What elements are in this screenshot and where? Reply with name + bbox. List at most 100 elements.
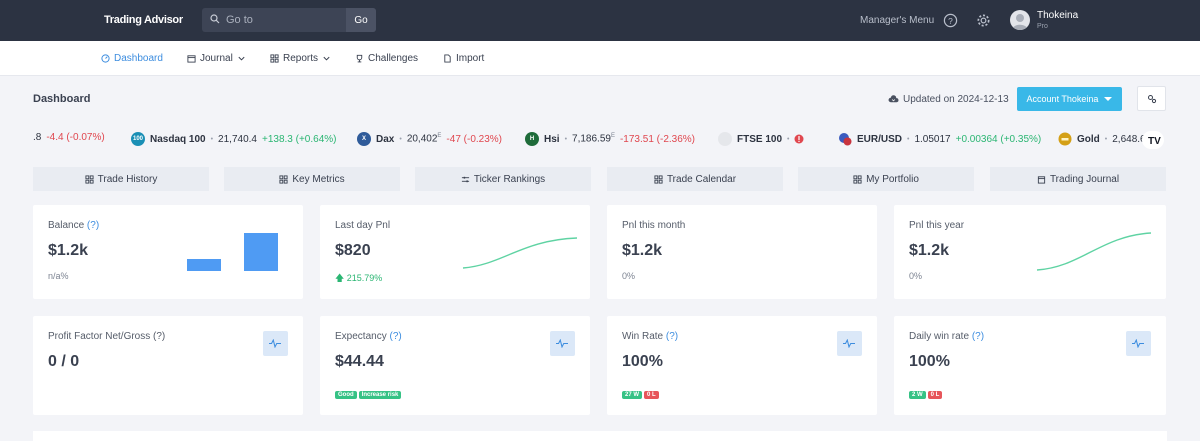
svg-text:?: ? xyxy=(948,16,953,26)
tradingview-logo-icon[interactable]: TV xyxy=(1142,131,1164,149)
wins-badge: 2 W xyxy=(909,391,926,399)
ticker-separator: • xyxy=(1104,135,1108,143)
nav-challenges-label: Challenges xyxy=(368,53,419,64)
hsi-logo-icon: H xyxy=(525,132,539,146)
card-label: Last day Pnl xyxy=(335,220,391,231)
gold-logo-icon xyxy=(1058,132,1072,146)
search-icon xyxy=(210,14,220,24)
ticker-item[interactable]: H Hsi • 7,186.59E -173.51 (-2.36%) xyxy=(525,132,695,146)
account-dropdown-button[interactable]: Account Thokeina xyxy=(1017,87,1122,111)
chart-toggle-button[interactable] xyxy=(550,331,575,356)
alert-icon xyxy=(794,134,804,144)
calendar-icon xyxy=(1037,175,1046,184)
nav-import[interactable]: Import xyxy=(443,53,484,64)
settings-toggle-button[interactable] xyxy=(1137,86,1166,111)
status-badge: Good xyxy=(335,391,357,399)
pnl-year-sparkline xyxy=(1036,232,1152,271)
ticker-price: 2,648.6 xyxy=(1112,133,1146,145)
card-label: Pnl this month xyxy=(622,220,686,231)
ticker-item[interactable]: X Dax • 20,402E -47 (-0.23%) xyxy=(357,132,502,146)
grid-icon xyxy=(279,174,288,184)
search-input[interactable] xyxy=(226,12,336,28)
badge-group: 27 W 0 L xyxy=(622,391,659,399)
ticker-separator: • xyxy=(210,135,214,143)
tab-trading-journal[interactable]: Trading Journal xyxy=(990,167,1166,191)
updated-text: Updated on 2024-12-13 xyxy=(903,94,1009,105)
card-label: Profit Factor Net/Gross (?) xyxy=(48,331,166,342)
ticker-item[interactable]: 100 Nasdaq 100 • 21,740.4 +138.3 (+0.64%… xyxy=(131,132,336,146)
ticker-item[interactable]: EUR/USD • 1.05017 +0.00364 (+0.35%) xyxy=(838,132,1041,146)
nav-dashboard[interactable]: Dashboard xyxy=(101,53,163,64)
nav-journal[interactable]: Journal xyxy=(187,53,246,64)
win-rate-card: Win Rate (?) 100% 27 W 0 L xyxy=(607,316,877,415)
account-button-label: Account Thokeina xyxy=(1026,94,1099,104)
card-value: $1.2k xyxy=(909,242,950,259)
ticker-separator: • xyxy=(787,135,790,143)
managers-menu-link[interactable]: Manager's Menu xyxy=(860,15,935,26)
user-name[interactable]: Thokeina xyxy=(1037,10,1079,21)
brand-logo[interactable]: Trading Advisor xyxy=(104,14,183,26)
updated-status: Updated on 2024-12-13 xyxy=(888,94,1009,105)
user-avatar-icon xyxy=(1012,14,1028,30)
last-day-pnl-card: Last day Pnl $820 🡅 215.79% xyxy=(320,205,590,299)
balance-bar xyxy=(244,233,278,271)
card-value: $1.2k xyxy=(48,242,89,259)
card-value: $44.44 xyxy=(335,353,384,370)
chart-toggle-button[interactable] xyxy=(263,331,288,356)
card-label: Daily win rate (?) xyxy=(909,331,985,342)
tab-my-portfolio[interactable]: My Portfolio xyxy=(798,167,974,191)
tab-key-metrics[interactable]: Key Metrics xyxy=(224,167,400,191)
wins-badge: 27 W xyxy=(622,391,643,399)
user-role: Pro xyxy=(1037,23,1048,30)
avatar[interactable] xyxy=(1010,10,1030,30)
tab-trade-calendar[interactable]: Trade Calendar xyxy=(607,167,783,191)
ticker-change: -4.4 (-0.07%) xyxy=(46,132,105,143)
card-value: 0 / 0 xyxy=(48,353,80,370)
calendar-icon xyxy=(187,55,196,63)
dashboard-icon xyxy=(101,54,110,63)
expectancy-card: Expectancy (?) $44.44 Good Increase risk xyxy=(320,316,590,415)
trophy-icon xyxy=(356,54,363,63)
ticker-price: .8 xyxy=(33,132,42,143)
page-title: Dashboard xyxy=(33,93,91,105)
pulse-icon xyxy=(843,339,855,348)
gear-icon[interactable] xyxy=(976,13,991,28)
cogs-icon xyxy=(1148,95,1157,104)
balance-bar xyxy=(187,259,221,271)
search-box: Go xyxy=(202,8,376,32)
help-link[interactable]: (?) xyxy=(665,331,679,342)
ticker-item[interactable]: FTSE 100 • xyxy=(718,132,804,146)
dax-logo-icon: X xyxy=(357,132,371,146)
pnl-year-card: Pnl this year $1.2k 0% xyxy=(894,205,1166,299)
nav-reports[interactable]: Reports xyxy=(270,53,331,64)
secondary-nav: Dashboard Journal Reports Challenges Imp… xyxy=(0,41,1200,76)
tab-label: My Portfolio xyxy=(866,173,919,185)
ticker-name: Gold xyxy=(1077,133,1100,145)
help-icon[interactable]: ? xyxy=(943,13,958,28)
losses-badge: 0 L xyxy=(644,391,659,399)
ticker-item[interactable]: .8 -4.4 (-0.07%) xyxy=(33,132,105,143)
tab-ticker-rankings[interactable]: Ticker Rankings xyxy=(415,167,591,191)
chart-toggle-button[interactable] xyxy=(1126,331,1151,356)
next-section-card xyxy=(33,431,1167,441)
help-link[interactable]: (?) xyxy=(86,220,100,231)
losses-badge: 0 L xyxy=(927,391,943,399)
help-link[interactable]: (?) xyxy=(389,331,402,342)
pulse-icon xyxy=(269,339,281,348)
ticker-item[interactable]: Gold • 2,648.6 xyxy=(1058,132,1146,146)
ticker-flag: E xyxy=(610,133,615,140)
help-link[interactable]: (?) xyxy=(153,331,166,342)
ticker-flag: E xyxy=(437,133,442,140)
tab-trade-history[interactable]: Trade History xyxy=(33,167,209,191)
chevron-down-icon xyxy=(238,56,245,61)
pulse-icon xyxy=(1132,339,1144,348)
chart-toggle-button[interactable] xyxy=(837,331,862,356)
help-link[interactable]: (?) xyxy=(971,331,985,342)
nav-challenges[interactable]: Challenges xyxy=(355,53,418,64)
nav-import-label: Import xyxy=(456,53,485,64)
go-button[interactable]: Go xyxy=(346,8,376,32)
card-subvalue: 🡅 215.79% xyxy=(335,273,383,283)
card-label: Pnl this year xyxy=(909,220,965,231)
card-label: Win Rate (?) xyxy=(622,331,679,342)
profit-factor-card: Profit Factor Net/Gross (?) 0 / 0 xyxy=(33,316,303,415)
